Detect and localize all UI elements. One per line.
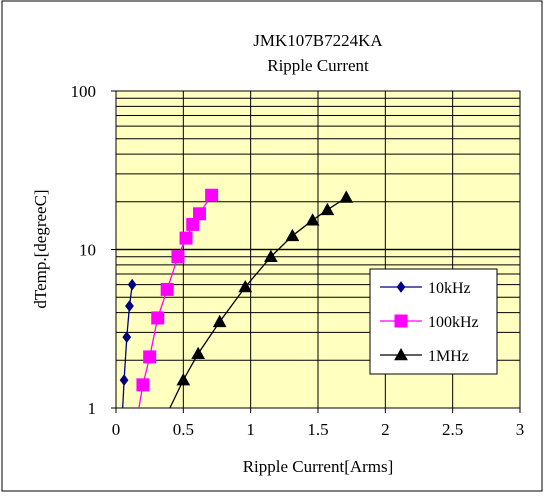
series-1MHz: [169, 190, 354, 409]
x-axis-title: Ripple Current[Arms]: [243, 457, 394, 476]
x-tick-label: 2.5: [442, 420, 463, 439]
legend-label: 1MHz: [428, 348, 469, 365]
x-tick-label: 1.5: [307, 420, 328, 439]
data-point-marker: [264, 249, 278, 263]
x-tick-label: 0.5: [173, 420, 194, 439]
data-point-marker: [143, 350, 157, 364]
x-tick-label: 0: [112, 420, 121, 439]
data-point-marker: [394, 347, 408, 361]
data-point-marker: [171, 250, 185, 264]
data-point-marker: [320, 202, 335, 216]
x-tick-label: 1: [246, 420, 255, 439]
data-point-marker: [339, 190, 354, 203]
chart-subtitle: Ripple Current: [267, 56, 369, 75]
data-point-marker: [122, 331, 132, 343]
data-point-marker: [119, 374, 129, 386]
legend-items: 10kHz 100kHz 1MHz: [380, 280, 479, 365]
data-point-marker: [394, 314, 408, 328]
x-tick-label: 3: [516, 420, 525, 439]
x-tick-label: 2: [381, 420, 390, 439]
series-line: [169, 196, 347, 409]
y-tick-label: 1: [88, 399, 97, 418]
legend: 10kHz 100kHz 1MHz: [369, 268, 498, 375]
data-point-marker: [191, 346, 205, 360]
data-point-marker: [205, 188, 219, 202]
data-point-marker: [238, 279, 253, 293]
data-point-marker: [285, 228, 300, 242]
chart-title: JMK107B7224KA: [253, 31, 383, 50]
data-point-marker: [160, 282, 174, 296]
data-point-marker: [305, 213, 320, 226]
series-layer: [119, 188, 354, 409]
y-tick-label: 100: [71, 82, 97, 101]
data-point-marker: [151, 311, 165, 325]
series-10kHz: [119, 278, 137, 409]
legend-label: 10kHz: [428, 280, 471, 297]
data-point-marker: [125, 300, 134, 312]
series-100kHz: [136, 188, 219, 409]
data-point-marker: [212, 314, 227, 328]
y-tick-label: 10: [79, 241, 96, 260]
data-point-marker: [186, 217, 200, 231]
legend-label: 100kHz: [428, 314, 479, 331]
tick-layer: 0 0.5 1 1.5 2 2.5 3 1 10 100: [71, 82, 525, 439]
data-point-marker: [179, 231, 193, 245]
y-axis-title: dTemp.[degreeC]: [31, 189, 50, 308]
data-point-marker: [396, 281, 406, 293]
data-point-marker: [127, 278, 137, 291]
data-point-marker: [136, 378, 150, 392]
data-point-marker: [192, 207, 206, 221]
data-point-marker: [176, 373, 191, 386]
